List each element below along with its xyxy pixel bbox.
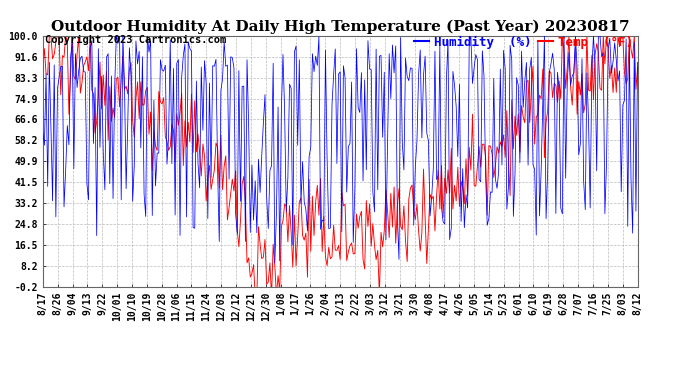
Text: Copyright 2023 Cartronics.com: Copyright 2023 Cartronics.com <box>45 35 226 45</box>
Title: Outdoor Humidity At Daily High Temperature (Past Year) 20230817: Outdoor Humidity At Daily High Temperatu… <box>51 20 629 34</box>
Legend: Humidity  (%), Temp  (°F): Humidity (%), Temp (°F) <box>408 31 638 54</box>
